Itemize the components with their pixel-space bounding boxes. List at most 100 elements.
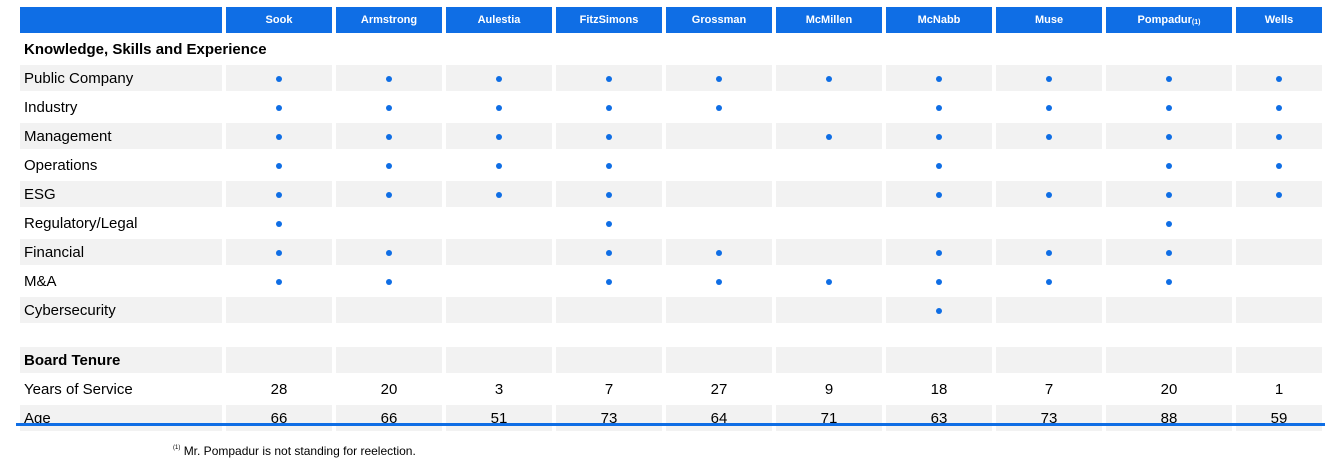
skill-dot-icon [1166,220,1172,227]
skill-dot-icon [936,278,942,285]
skill-cell [446,239,552,265]
tenure-value: 66 [226,405,332,431]
director-skills-matrix: Sook Armstrong Aulestia FitzSimons Grossman M… [16,4,1326,434]
skill-cell [776,239,882,265]
skill-cell [666,297,772,323]
skill-row-public-company: Public Company [20,65,1322,91]
tenure-value: 3 [494,380,504,398]
skill-cell [1106,268,1232,294]
director-name: Pompadur [1137,14,1192,26]
skill-cell [336,210,442,236]
skill-dot-icon [1046,104,1052,111]
skill-dot-icon [496,162,502,169]
director-header-muse: Muse [996,7,1102,33]
skill-dot-icon [496,104,502,111]
director-name: Muse [1034,14,1064,26]
skill-row-regulatory-legal: Regulatory/Legal [20,210,1322,236]
skill-dot-icon [826,75,832,82]
skill-dot-icon [716,104,722,111]
skill-cell [776,268,882,294]
skill-cell [446,65,552,91]
skill-dot-icon [606,75,612,82]
skill-cell [886,123,992,149]
skill-cell [556,123,662,149]
tenure-value: 64 [666,405,772,431]
skill-cell [556,297,662,323]
skill-cell [226,181,332,207]
director-header-mcnabb: McNabb [886,7,992,33]
skill-cell [226,65,332,91]
skill-dot-icon [386,278,392,285]
skill-dot-icon [276,104,282,111]
director-header-mcmillen: McMillen [776,7,882,33]
skill-cell [446,297,552,323]
skill-cell [996,123,1102,149]
skill-dot-icon [1166,75,1172,82]
skill-label: Management [20,123,222,149]
skill-cell [1236,297,1322,323]
skill-cell [996,239,1102,265]
skill-label: Industry [24,98,78,116]
skill-cell [446,268,552,294]
footnote-reference: (1) [1191,19,1201,26]
skill-cell [666,123,772,149]
tenure-value: 59 [1236,405,1322,431]
skill-cell [776,94,882,120]
skill-label: Public Company [20,65,222,91]
skill-cell [666,94,772,120]
skill-dot-icon [1046,133,1052,140]
skill-cell [1106,239,1232,265]
skill-dot-icon [1046,249,1052,256]
skill-cell [996,210,1102,236]
skill-dot-icon [1276,75,1282,82]
skill-cell [666,210,772,236]
skill-cell [1106,94,1232,120]
tenure-value: 88 [1106,405,1232,431]
skill-cell [886,210,992,236]
skill-dot-icon [1166,133,1172,140]
skill-cell [226,268,332,294]
director-name: Grossman [691,14,747,26]
skill-dot-icon [606,278,612,285]
director-header-armstrong: Armstrong [336,7,442,33]
skill-cell [336,181,442,207]
skill-label: M&A [24,272,57,290]
skill-dot-icon [1166,249,1172,256]
tenure-header-cell [336,347,442,373]
skill-cell [446,181,552,207]
skill-dot-icon [716,75,722,82]
skill-dot-icon [1166,278,1172,285]
skill-cell [226,152,332,178]
skill-dot-icon [606,104,612,111]
tenure-value: 28 [270,380,288,398]
skill-row-operations: Operations [20,152,1322,178]
director-name: Aulestia [477,14,521,26]
skill-cell [226,94,332,120]
skill-dot-icon [1276,104,1282,111]
spacer-cell [20,326,1322,344]
skill-dot-icon [496,191,502,198]
skill-cell [336,123,442,149]
skill-cell [556,268,662,294]
tenure-header-cell [1106,347,1232,373]
skill-dot-icon [276,278,282,285]
director-name: Wells [1264,14,1294,26]
skill-cell [226,210,332,236]
tenure-section-header: Board Tenure [20,347,1322,373]
skill-cell [666,268,772,294]
header-corner [20,7,222,33]
skill-cell [1236,239,1322,265]
skill-dot-icon [276,249,282,256]
skill-dot-icon [386,104,392,111]
skill-dot-icon [936,162,942,169]
footnote: (1) Mr. Pompadur is not standing for ree… [173,444,416,458]
skill-dot-icon [606,249,612,256]
skill-dot-icon [936,307,942,314]
skill-dot-icon [1166,162,1172,169]
skill-cell [1236,123,1322,149]
skill-cell [226,239,332,265]
tenure-row-years-of-service: Years of Service 28 20 3 7 27 9 18 7 20 1 [20,376,1322,402]
tenure-value: 63 [886,405,992,431]
director-name: Armstrong [360,14,418,26]
skill-cell [996,65,1102,91]
